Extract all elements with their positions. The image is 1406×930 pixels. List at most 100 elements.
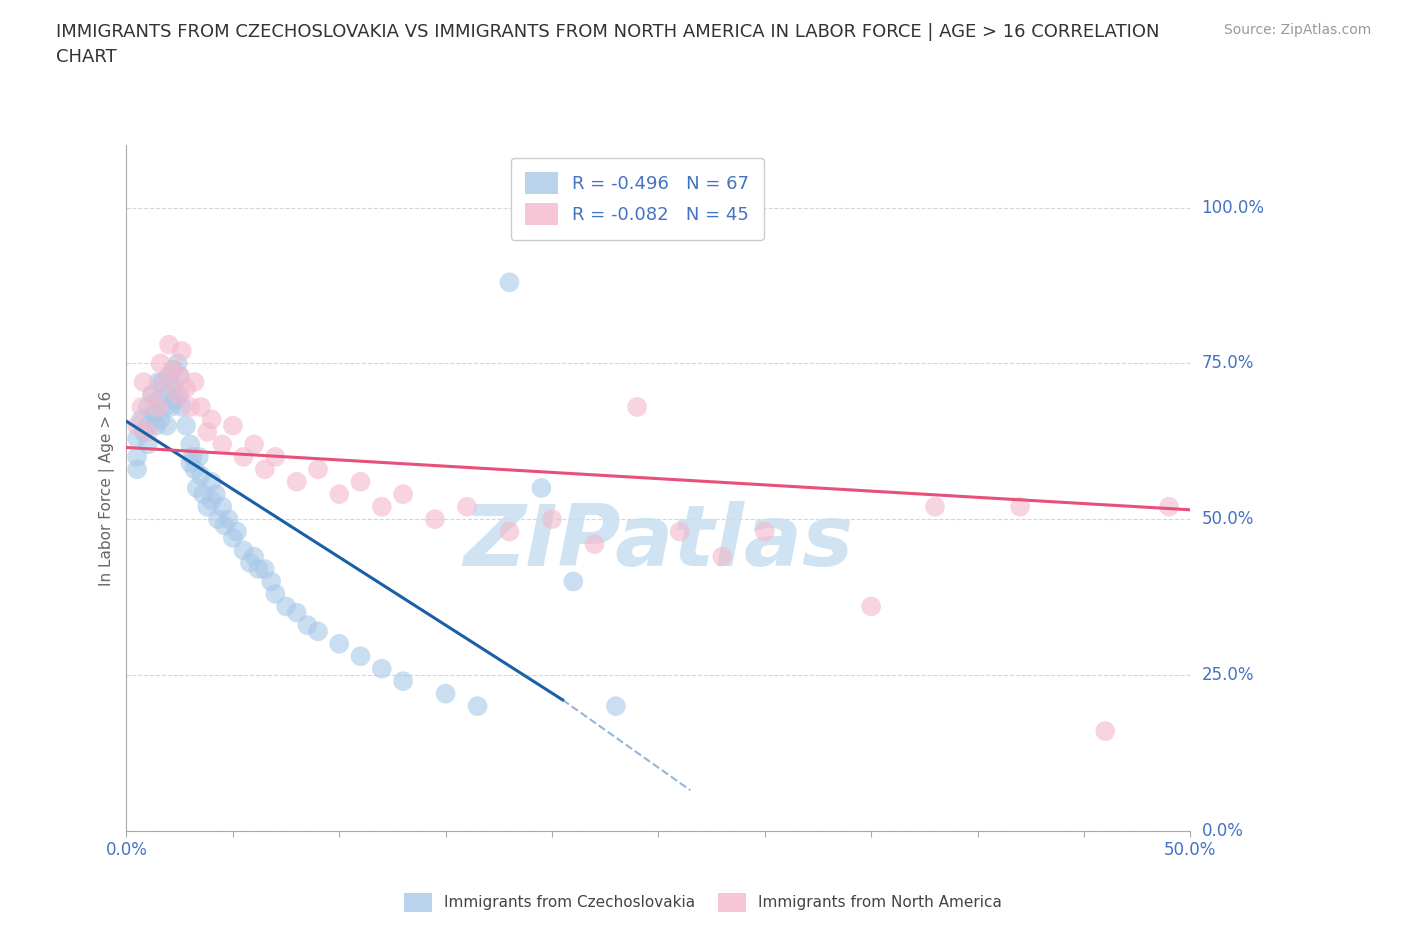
Text: 25.0%: 25.0% [1202, 666, 1254, 684]
Point [169, 368, 191, 383]
Point [162, 362, 184, 377]
Point [179, 400, 201, 415]
Point [131, 412, 153, 427]
Point [285, 605, 308, 620]
Text: 0.0%: 0.0% [1202, 822, 1243, 840]
Point [136, 418, 159, 433]
Point [165, 393, 187, 408]
Point [297, 618, 319, 632]
Point [200, 493, 222, 508]
Point [174, 380, 197, 395]
Point [392, 673, 415, 688]
Point [222, 530, 245, 545]
Point [127, 462, 149, 477]
Point [239, 555, 262, 570]
Point [136, 437, 159, 452]
Point [148, 393, 170, 408]
Point [191, 486, 214, 501]
Point [467, 698, 489, 713]
Y-axis label: In Labor Force | Age > 16: In Labor Force | Age > 16 [100, 391, 115, 586]
Legend: Immigrants from Czechoslovakia, Immigrants from North America: Immigrants from Czechoslovakia, Immigran… [398, 887, 1008, 918]
Point [349, 474, 371, 489]
Point [1157, 499, 1180, 514]
Point [200, 412, 222, 427]
Point [222, 418, 245, 433]
Legend: R = -0.496   N = 67, R = -0.082   N = 45: R = -0.496 N = 67, R = -0.082 N = 45 [510, 158, 763, 240]
Point [157, 338, 180, 352]
Point [149, 356, 172, 371]
Point [166, 356, 188, 371]
Point [170, 343, 193, 358]
Point [187, 449, 209, 464]
Point [498, 525, 520, 539]
Point [264, 449, 287, 464]
Point [183, 462, 205, 477]
Point [195, 424, 218, 439]
Text: 75.0%: 75.0% [1202, 354, 1254, 372]
Point [148, 400, 170, 415]
Point [253, 562, 276, 577]
Point [200, 474, 222, 489]
Point [264, 587, 287, 602]
Point [434, 686, 457, 701]
Text: 100.0%: 100.0% [1202, 198, 1264, 217]
Point [253, 462, 276, 477]
Point [626, 400, 648, 415]
Text: ZIPatlas: ZIPatlas [464, 501, 853, 584]
Point [195, 499, 218, 514]
Point [456, 499, 478, 514]
Point [260, 574, 283, 589]
Point [148, 375, 170, 390]
Point [668, 525, 690, 539]
Point [190, 468, 212, 483]
Text: 50.0%: 50.0% [1202, 511, 1254, 528]
Point [541, 512, 564, 526]
Point [145, 418, 167, 433]
Point [711, 549, 734, 564]
Point [152, 375, 174, 390]
Point [371, 499, 394, 514]
Point [153, 375, 176, 390]
Point [181, 449, 204, 464]
Point [162, 380, 184, 395]
Point [243, 549, 266, 564]
Point [166, 387, 188, 402]
Point [562, 574, 585, 589]
Point [211, 437, 233, 452]
Point [143, 405, 166, 420]
Point [136, 400, 159, 415]
Point [183, 375, 205, 390]
Point [247, 562, 270, 577]
Point [349, 649, 371, 664]
Point [186, 481, 208, 496]
Point [307, 624, 329, 639]
Point [132, 424, 155, 439]
Point [232, 449, 254, 464]
Point [214, 518, 236, 533]
Point [179, 437, 201, 452]
Point [1010, 499, 1032, 514]
Point [127, 449, 149, 464]
Text: IMMIGRANTS FROM CZECHOSLOVAKIA VS IMMIGRANTS FROM NORTH AMERICA IN LABOR FORCE |: IMMIGRANTS FROM CZECHOSLOVAKIA VS IMMIGR… [56, 23, 1160, 66]
Point [205, 486, 228, 501]
Point [207, 512, 229, 526]
Point [605, 698, 627, 713]
Point [583, 537, 606, 551]
Point [530, 481, 553, 496]
Point [149, 412, 172, 427]
Point [174, 418, 197, 433]
Point [141, 387, 163, 402]
Point [131, 400, 153, 415]
Point [141, 387, 163, 402]
Point [924, 499, 946, 514]
Point [232, 543, 254, 558]
Point [136, 424, 159, 439]
Point [218, 512, 240, 526]
Point [170, 400, 193, 415]
Point [157, 387, 180, 402]
Point [169, 368, 191, 383]
Point [307, 462, 329, 477]
Point [328, 636, 350, 651]
Point [274, 599, 297, 614]
Point [190, 400, 212, 415]
